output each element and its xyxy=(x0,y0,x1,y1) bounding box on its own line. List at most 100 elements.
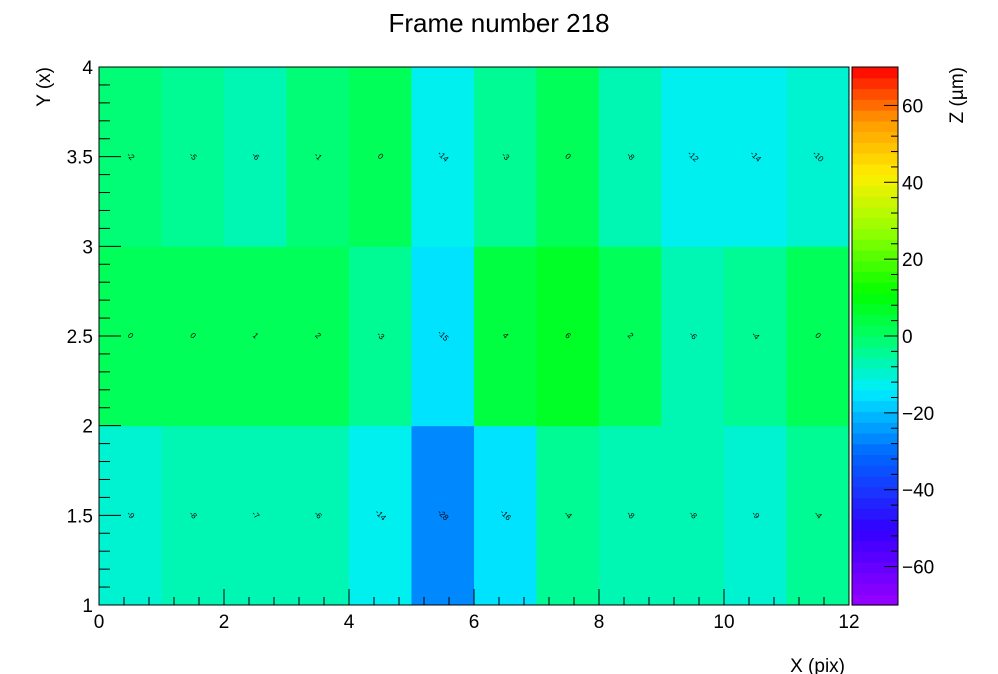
y-tick-label: 2 xyxy=(82,417,93,438)
y-tick-label: 3 xyxy=(82,237,93,258)
color-scale-swatch xyxy=(852,314,898,326)
color-scale-swatch xyxy=(852,292,898,305)
color-scale-swatch xyxy=(852,325,898,337)
heatmap-cells xyxy=(99,67,850,606)
color-scale-bar xyxy=(851,66,899,606)
color-scale-swatch xyxy=(852,551,898,563)
cell-value-label: -4 xyxy=(750,330,762,342)
cell-value-label: -8 xyxy=(625,509,637,521)
heatmap-cell xyxy=(661,67,725,247)
heatmap-cell xyxy=(536,246,600,427)
color-scale-swatch xyxy=(852,67,898,79)
heatmap-cell xyxy=(286,425,350,606)
color-scale-swatch xyxy=(852,379,898,391)
x-tick-label: 6 xyxy=(469,612,480,633)
cell-value-label: 0 xyxy=(813,331,823,341)
chart-title: Frame number 218 xyxy=(388,8,609,38)
cell-value-label: -3 xyxy=(375,330,387,342)
color-scale-swatch xyxy=(852,411,898,423)
color-scale-swatch xyxy=(852,249,898,262)
x-axis-label: X (pix) xyxy=(790,656,845,674)
cell-value-label: 0 xyxy=(376,152,386,162)
heatmap-cell xyxy=(161,67,225,247)
cell-value-label: -4 xyxy=(562,509,574,521)
cell-value-label: 0 xyxy=(126,331,136,341)
heatmap-cell xyxy=(661,425,725,606)
cell-value-label: -9 xyxy=(125,509,137,521)
color-scale-swatch xyxy=(852,540,898,552)
heatmap-cell xyxy=(349,425,412,606)
x-tick-label: 12 xyxy=(838,612,859,633)
z-axis: −60 −40 −20 0 20 40 60 xyxy=(884,96,934,579)
heatmap-cell xyxy=(224,246,287,427)
z-tick-label: −60 xyxy=(902,558,934,579)
z-tick-label: 60 xyxy=(902,96,923,117)
heatmap-cell xyxy=(474,246,537,427)
heatmap-cell xyxy=(599,425,662,606)
y-tick-label: 1 xyxy=(82,596,93,617)
color-scale-swatch xyxy=(852,142,898,154)
cell-value-label: 6 xyxy=(563,331,573,341)
cell-value-label: -5 xyxy=(187,151,199,163)
color-scale-swatch xyxy=(852,77,898,90)
color-scale-swatch xyxy=(852,303,898,316)
color-scale-swatch xyxy=(852,153,898,165)
heatmap-cell xyxy=(786,246,850,427)
color-scale-swatch xyxy=(852,271,898,283)
heatmap-cell xyxy=(599,246,662,427)
color-scale-swatch xyxy=(852,282,898,294)
color-scale-swatch xyxy=(852,389,898,402)
color-scale-swatch xyxy=(852,368,898,380)
cell-value-label: -8 xyxy=(625,151,637,163)
heatmap-cell xyxy=(536,67,600,247)
cell-value-label: -1 xyxy=(312,151,324,163)
color-scale-swatch xyxy=(852,336,898,348)
x-tick-label: 2 xyxy=(219,612,230,633)
z-tick-label: −20 xyxy=(902,404,934,425)
z-axis-label: Z (µm) xyxy=(947,67,968,123)
z-tick-label: 20 xyxy=(902,250,923,271)
color-scale-swatch xyxy=(852,529,898,542)
cell-value-label: 2 xyxy=(626,331,636,341)
cell-value-label: 0 xyxy=(188,331,198,341)
heatmap-cell xyxy=(599,67,662,247)
color-scale-swatch xyxy=(852,518,898,531)
color-scale-swatch xyxy=(852,239,898,251)
heatmap-cell xyxy=(286,67,350,247)
z-tick-label: −40 xyxy=(902,481,934,502)
color-scale-swatch xyxy=(852,131,898,143)
heatmap-cell xyxy=(224,67,287,247)
x-axis: 0 2 4 6 8 10 12 xyxy=(94,589,860,633)
color-scale-swatch xyxy=(852,185,898,197)
heatmap-cell xyxy=(474,425,537,606)
cell-value-label: -8 xyxy=(687,509,699,521)
color-scale-swatch xyxy=(852,497,898,509)
y-tick-label: 1.5 xyxy=(67,506,93,527)
color-scale-swatch xyxy=(852,508,898,520)
cell-value-label: -4 xyxy=(812,509,824,521)
y-axis-label: Y (x) xyxy=(34,67,55,107)
color-scale-swatch xyxy=(852,260,898,273)
x-tick-label: 4 xyxy=(344,612,355,633)
heatmap-cell-labels: -9 -8 -7 -6 -14 -28 -16 -4 -8 -8 -9 -40 0 1 2 -3 -15 4 6 2-… xyxy=(125,149,826,523)
heatmap-cell xyxy=(724,246,787,427)
heatmap-cell xyxy=(349,246,412,427)
color-scale-swatch xyxy=(852,99,898,111)
heatmap-cell xyxy=(286,246,350,427)
color-scale-swatch xyxy=(852,583,898,595)
color-scale-swatch xyxy=(852,217,898,229)
color-scale-swatch xyxy=(852,206,898,219)
z-tick-label: 0 xyxy=(902,327,913,348)
heatmap-cell xyxy=(349,67,412,247)
color-scale-swatch xyxy=(852,346,898,359)
heatmap-cell xyxy=(224,425,287,606)
cell-value-label: -9 xyxy=(750,509,762,521)
heatmap-cell xyxy=(411,425,475,606)
color-scale-swatch xyxy=(852,443,898,455)
heatmap-cell xyxy=(786,67,850,247)
cell-value-label: -6 xyxy=(687,330,699,342)
color-scale-swatch xyxy=(852,120,898,133)
x-tick-label: 8 xyxy=(594,612,605,633)
color-scale-swatch xyxy=(852,110,898,122)
